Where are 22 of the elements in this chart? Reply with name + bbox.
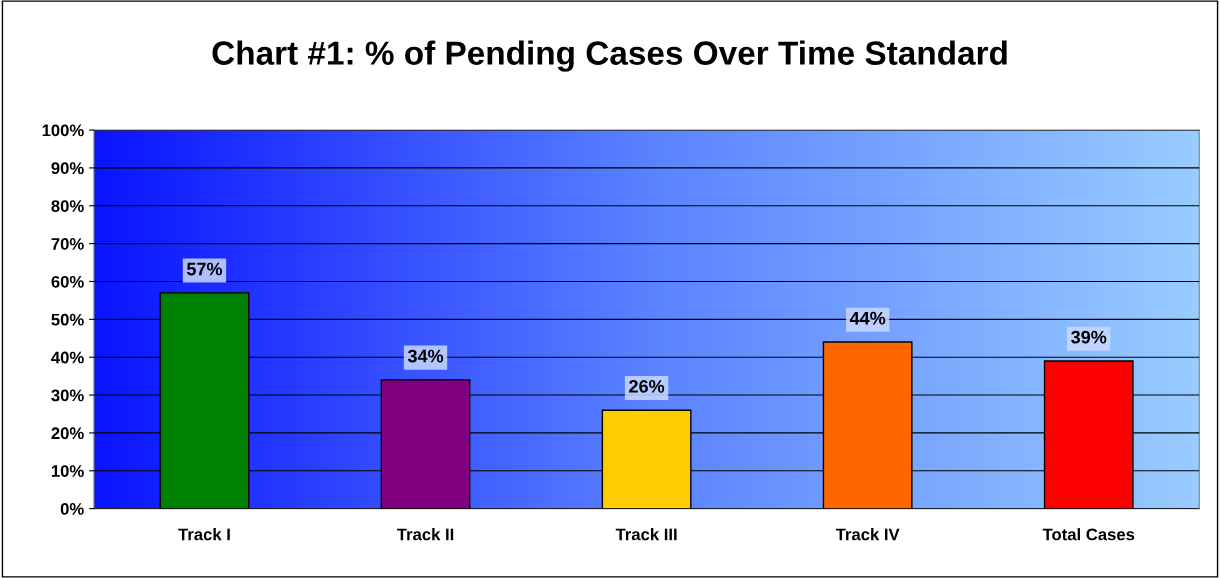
data-label: 44% (849, 311, 886, 325)
data-label: 57% (186, 262, 223, 276)
chart-title: Chart #1: % of Pending Cases Over Time Standard (212, 40, 1007, 72)
y-tick-label: 20% (51, 427, 84, 440)
y-tick-label: 0% (60, 503, 84, 515)
y-tick-label: 60% (51, 275, 84, 288)
x-tick-label: Track IV (835, 528, 900, 541)
y-tick-label: 80% (51, 200, 84, 212)
x-tick-label: Total Cases (1042, 528, 1135, 541)
y-tick-label: 30% (51, 389, 84, 402)
y-tick-label: 100% (42, 124, 84, 137)
y-tick-label: 40% (51, 351, 84, 364)
y-tick-label: 70% (51, 238, 84, 250)
x-tick-label: Track III (615, 528, 677, 541)
data-label: 39% (1071, 330, 1107, 344)
y-tick-label: 50% (51, 313, 84, 326)
y-tick-label: 90% (51, 162, 84, 175)
data-label: 34% (407, 349, 444, 363)
x-tick-label: Track II (397, 528, 454, 541)
y-tick-label: 10% (51, 465, 84, 477)
data-label: 26% (629, 379, 665, 393)
x-tick-label: Track I (178, 528, 230, 541)
